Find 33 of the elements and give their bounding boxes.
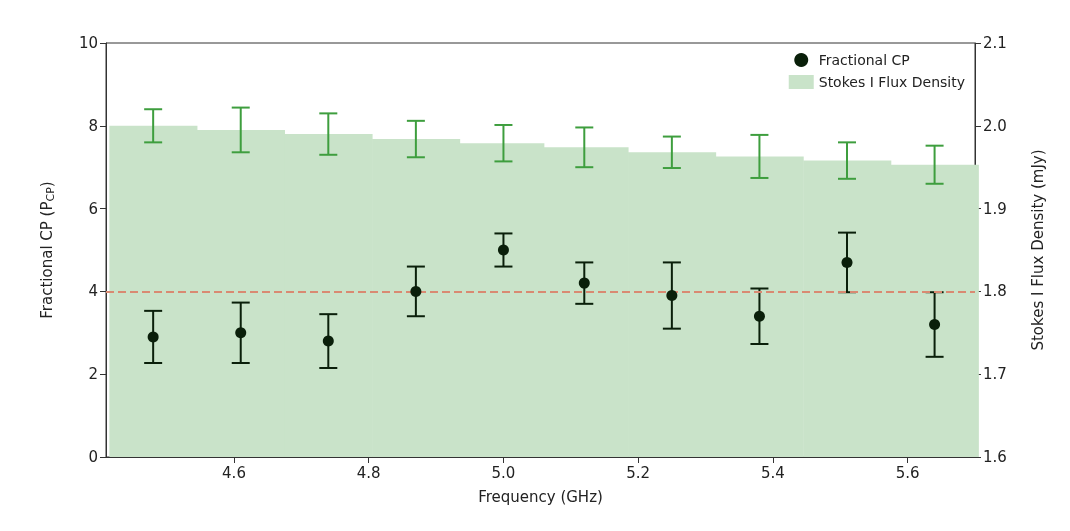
point bbox=[235, 327, 247, 339]
y-tick-label: 0 bbox=[88, 448, 98, 466]
y-tick-label: 4 bbox=[88, 282, 98, 301]
x-tick-label: 5.6 bbox=[895, 463, 920, 482]
x-tick-label: 4.8 bbox=[356, 463, 381, 482]
point bbox=[578, 277, 590, 289]
y2-tick-label: 1.8 bbox=[983, 282, 1007, 301]
x-tick-label: 5.0 bbox=[491, 463, 516, 482]
y2-tick-label: 1.6 bbox=[983, 448, 1007, 466]
point bbox=[753, 310, 765, 322]
x-axis-title: Frequency (GHz) bbox=[478, 487, 603, 506]
y2-tick-label: 2.0 bbox=[983, 116, 1007, 135]
y-tick-label: 8 bbox=[88, 116, 98, 135]
legend-label: Stokes I Flux Density bbox=[818, 74, 965, 90]
y2-axis-title: Stokes I Flux Density (mJy) bbox=[1028, 149, 1047, 351]
point bbox=[322, 335, 334, 347]
point bbox=[497, 244, 509, 256]
x-tick-label: 5.4 bbox=[760, 463, 785, 482]
legend-label: Fractional CP bbox=[818, 52, 910, 68]
y-tick-label: 10 bbox=[78, 34, 98, 52]
y-tick-label: 2 bbox=[88, 365, 98, 384]
point bbox=[147, 331, 159, 343]
point bbox=[410, 285, 422, 297]
point bbox=[841, 256, 853, 268]
y2-tick-label: 1.9 bbox=[983, 199, 1007, 218]
point bbox=[929, 319, 941, 331]
y2-tick-label: 2.1 bbox=[983, 34, 1007, 52]
x-tick-label: 5.2 bbox=[626, 463, 651, 482]
y2-tick-label: 1.7 bbox=[983, 365, 1007, 384]
y-tick-label: 6 bbox=[88, 199, 98, 218]
point bbox=[666, 290, 678, 302]
y-axis-title: Fractional CP (PCP) bbox=[37, 181, 57, 319]
x-tick-label: 4.6 bbox=[222, 463, 246, 482]
